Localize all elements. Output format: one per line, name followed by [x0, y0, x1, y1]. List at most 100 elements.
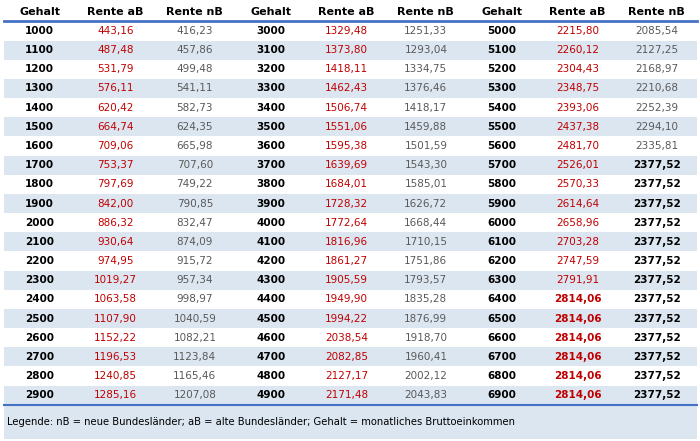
- Text: 1152,22: 1152,22: [94, 333, 137, 343]
- Text: 5000: 5000: [487, 26, 516, 36]
- Text: 1600: 1600: [25, 141, 54, 151]
- Text: 4800: 4800: [256, 371, 285, 381]
- Text: 1165,46: 1165,46: [174, 371, 216, 381]
- Text: Rente aB: Rente aB: [318, 7, 374, 17]
- Text: 1200: 1200: [25, 64, 54, 75]
- Text: 2658,96: 2658,96: [556, 218, 599, 228]
- Text: 3300: 3300: [256, 83, 285, 93]
- Text: 1700: 1700: [25, 160, 54, 170]
- Text: 1835,28: 1835,28: [405, 295, 447, 304]
- Text: 2348,75: 2348,75: [556, 83, 599, 93]
- Text: 531,79: 531,79: [97, 64, 134, 75]
- Text: 5500: 5500: [487, 122, 516, 132]
- Text: 2200: 2200: [25, 256, 54, 266]
- Text: 2215,80: 2215,80: [556, 26, 599, 36]
- Text: 1459,88: 1459,88: [405, 122, 447, 132]
- Text: 998,97: 998,97: [176, 295, 213, 304]
- Text: 2377,52: 2377,52: [633, 333, 680, 343]
- FancyBboxPatch shape: [4, 2, 696, 21]
- Text: 1300: 1300: [25, 83, 54, 93]
- Text: 2377,52: 2377,52: [633, 237, 680, 247]
- Text: 5300: 5300: [487, 83, 516, 93]
- Text: 2043,83: 2043,83: [405, 390, 447, 400]
- Text: Gehalt: Gehalt: [481, 7, 522, 17]
- FancyBboxPatch shape: [4, 156, 696, 175]
- Text: 1793,57: 1793,57: [405, 275, 447, 285]
- Text: 1639,69: 1639,69: [325, 160, 368, 170]
- Text: 5800: 5800: [487, 179, 516, 189]
- Text: 6500: 6500: [487, 314, 516, 324]
- Text: 443,16: 443,16: [97, 26, 134, 36]
- Text: 1551,06: 1551,06: [325, 122, 368, 132]
- Text: 3600: 3600: [256, 141, 285, 151]
- FancyBboxPatch shape: [4, 251, 696, 271]
- Text: 707,60: 707,60: [176, 160, 213, 170]
- Text: 2377,52: 2377,52: [633, 218, 680, 228]
- Text: 1918,70: 1918,70: [405, 333, 447, 343]
- Text: 2747,59: 2747,59: [556, 256, 599, 266]
- Text: 2814,06: 2814,06: [554, 390, 601, 400]
- Text: 930,64: 930,64: [97, 237, 134, 247]
- FancyBboxPatch shape: [4, 60, 696, 79]
- Text: 3200: 3200: [256, 64, 285, 75]
- Text: 1751,86: 1751,86: [405, 256, 447, 266]
- Text: 6300: 6300: [487, 275, 516, 285]
- Text: 2377,52: 2377,52: [633, 352, 680, 362]
- Text: 2002,12: 2002,12: [405, 371, 447, 381]
- Text: 1329,48: 1329,48: [325, 26, 368, 36]
- Text: 4000: 4000: [256, 218, 285, 228]
- Text: 1994,22: 1994,22: [325, 314, 368, 324]
- Text: 1123,84: 1123,84: [174, 352, 216, 362]
- Text: 2168,97: 2168,97: [636, 64, 678, 75]
- Text: 2171,48: 2171,48: [325, 390, 368, 400]
- Text: 957,34: 957,34: [176, 275, 213, 285]
- Text: 499,48: 499,48: [176, 64, 213, 75]
- Text: 1240,85: 1240,85: [94, 371, 137, 381]
- Text: 974,95: 974,95: [97, 256, 134, 266]
- Text: 1861,27: 1861,27: [325, 256, 368, 266]
- Text: 2260,12: 2260,12: [556, 45, 599, 55]
- Text: 797,69: 797,69: [97, 179, 134, 189]
- Text: 1684,01: 1684,01: [325, 179, 368, 189]
- Text: 3900: 3900: [256, 198, 285, 209]
- Text: 6800: 6800: [487, 371, 516, 381]
- FancyBboxPatch shape: [4, 386, 696, 405]
- Text: 582,73: 582,73: [176, 103, 213, 112]
- Text: 2127,25: 2127,25: [636, 45, 678, 55]
- Text: 2700: 2700: [25, 352, 54, 362]
- Text: 3400: 3400: [256, 103, 285, 112]
- Text: 457,86: 457,86: [176, 45, 213, 55]
- Text: 1728,32: 1728,32: [325, 198, 368, 209]
- Text: 4600: 4600: [256, 333, 285, 343]
- Text: 5100: 5100: [487, 45, 516, 55]
- Text: 1626,72: 1626,72: [405, 198, 447, 209]
- Text: 6000: 6000: [487, 218, 516, 228]
- Text: Rente nB: Rente nB: [167, 7, 223, 17]
- Text: 709,06: 709,06: [97, 141, 134, 151]
- Text: 1373,80: 1373,80: [325, 45, 368, 55]
- Text: 1905,59: 1905,59: [325, 275, 368, 285]
- Text: 1500: 1500: [25, 122, 54, 132]
- Text: 1082,21: 1082,21: [174, 333, 216, 343]
- Text: 832,47: 832,47: [176, 218, 213, 228]
- Text: 3000: 3000: [256, 26, 285, 36]
- FancyBboxPatch shape: [4, 309, 696, 328]
- Text: 576,11: 576,11: [97, 83, 134, 93]
- Text: 3100: 3100: [256, 45, 285, 55]
- Text: 790,85: 790,85: [176, 198, 213, 209]
- Text: 2500: 2500: [25, 314, 54, 324]
- Text: 6100: 6100: [487, 237, 516, 247]
- Text: 1285,16: 1285,16: [94, 390, 137, 400]
- Text: 2038,54: 2038,54: [325, 333, 368, 343]
- Text: 4400: 4400: [256, 295, 286, 304]
- FancyBboxPatch shape: [4, 98, 696, 117]
- Text: 541,11: 541,11: [176, 83, 213, 93]
- Text: 1107,90: 1107,90: [94, 314, 137, 324]
- Text: 6700: 6700: [487, 352, 516, 362]
- Text: 1960,41: 1960,41: [405, 352, 447, 362]
- Text: 665,98: 665,98: [176, 141, 213, 151]
- Text: Rente aB: Rente aB: [550, 7, 606, 17]
- Text: Gehalt: Gehalt: [19, 7, 60, 17]
- FancyBboxPatch shape: [4, 136, 696, 156]
- Text: 753,37: 753,37: [97, 160, 134, 170]
